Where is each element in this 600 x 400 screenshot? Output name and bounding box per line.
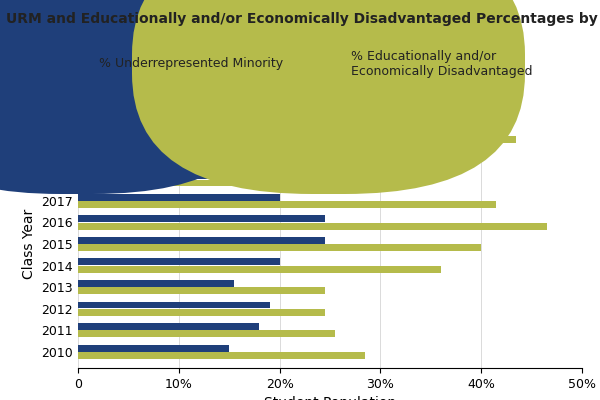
X-axis label: Student Population: Student Population — [264, 396, 396, 400]
Bar — [78, 215, 325, 222]
Text: % Underrepresented Minority: % Underrepresented Minority — [99, 58, 283, 70]
Bar — [78, 237, 325, 244]
Bar — [78, 151, 224, 158]
Bar — [78, 129, 350, 136]
Bar — [78, 244, 481, 251]
Bar — [78, 287, 325, 294]
Bar — [78, 302, 269, 308]
Bar — [78, 352, 365, 359]
Bar — [78, 194, 280, 201]
Bar — [78, 180, 290, 186]
Y-axis label: Class Year: Class Year — [22, 209, 36, 279]
Text: % Educationally and/or
Economically Disadvantaged: % Educationally and/or Economically Disa… — [351, 50, 533, 78]
Bar — [78, 323, 259, 330]
Text: URM and Educationally and/or Economically Disadvantaged Percentages by Class: URM and Educationally and/or Economicall… — [6, 12, 600, 26]
Bar — [78, 280, 234, 287]
Bar — [78, 172, 224, 179]
Bar — [78, 345, 229, 352]
Bar — [78, 330, 335, 337]
Bar — [78, 201, 496, 208]
Bar — [78, 158, 456, 165]
Bar — [78, 136, 517, 143]
Bar — [78, 309, 325, 316]
Bar — [78, 266, 441, 273]
Bar — [78, 223, 547, 230]
Bar — [78, 258, 280, 265]
